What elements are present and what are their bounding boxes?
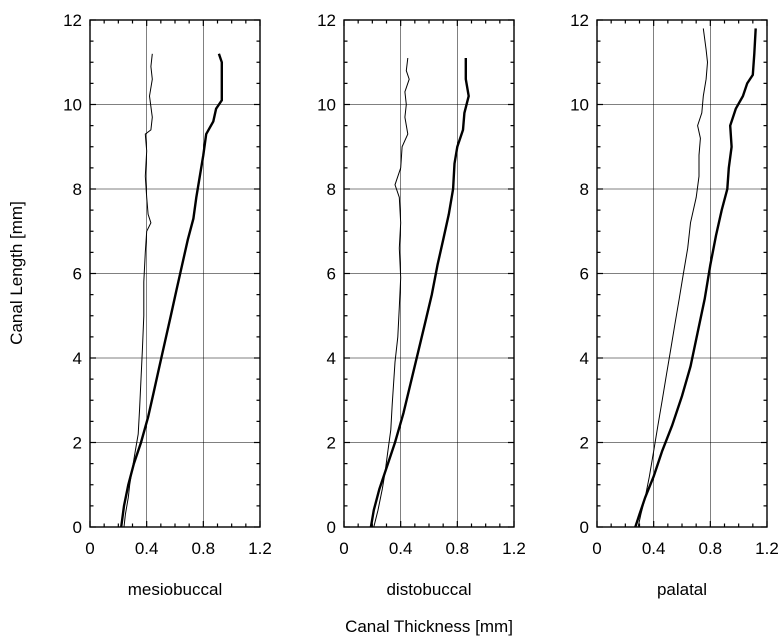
- y-tick-label: 6: [327, 265, 336, 284]
- y-tick-label: 4: [327, 349, 336, 368]
- x-tick-label: 0.4: [389, 539, 413, 558]
- y-tick-label: 8: [73, 180, 82, 199]
- panel-distobuccal: 0 2 4 6 8 10 12 0 0.4 0.8 1.2 distobuccal: [317, 11, 526, 599]
- panel-palatal: 0 2 4 6 8 10 12 0 0.4 0.8 1.2 palatal: [570, 11, 778, 599]
- x-tick-label: 0: [339, 539, 348, 558]
- series-line-thin: [123, 53, 153, 528]
- x-tick-label: 0.8: [699, 539, 723, 558]
- x-tick-label: 1.2: [502, 539, 526, 558]
- y-axis-title: Canal Length [mm]: [7, 201, 26, 345]
- y-tick-label: 10: [63, 96, 82, 115]
- y-tick-label: 12: [63, 11, 82, 30]
- y-tick-label: 6: [73, 265, 82, 284]
- y-tick-label: 2: [73, 434, 82, 453]
- y-tick-label: 2: [327, 434, 336, 453]
- series-line-thick: [634, 28, 757, 528]
- x-tick-label: 0: [592, 539, 601, 558]
- y-tick-label: 12: [317, 11, 336, 30]
- y-tick-label: 8: [327, 180, 336, 199]
- panel-label: mesiobuccal: [128, 580, 223, 599]
- panel-label: distobuccal: [386, 580, 471, 599]
- y-tick-label: 4: [73, 349, 82, 368]
- y-tick-label: 12: [570, 11, 589, 30]
- series-line-thin: [373, 57, 410, 528]
- y-tick-label: 0: [327, 518, 336, 537]
- y-tick-label: 10: [317, 96, 336, 115]
- x-tick-label: 0.4: [135, 539, 159, 558]
- y-tick-label: 10: [570, 96, 589, 115]
- panel-label: palatal: [657, 580, 707, 599]
- series-line-thick: [369, 58, 470, 528]
- y-tick-label: 4: [580, 349, 589, 368]
- y-tick-label: 6: [580, 265, 589, 284]
- x-tick-label: 1.2: [248, 539, 272, 558]
- panel-mesiobuccal: 0 2 4 6 8 10 12 0 0.4 0.8 1.2 mesiobuccal: [63, 11, 272, 599]
- x-tick-label: 0.8: [446, 539, 470, 558]
- y-tick-label: 8: [580, 180, 589, 199]
- series-line-thin: [637, 28, 709, 528]
- x-axis-title: Canal Thickness [mm]: [345, 617, 513, 636]
- x-tick-label: 0.8: [192, 539, 216, 558]
- y-tick-label: 0: [73, 518, 82, 537]
- x-tick-label: 0.4: [642, 539, 666, 558]
- y-tick-label: 2: [580, 434, 589, 453]
- y-tick-label: 0: [580, 518, 589, 537]
- x-tick-label: 1.2: [755, 539, 778, 558]
- series-line-thick: [120, 53, 223, 528]
- x-tick-label: 0: [85, 539, 94, 558]
